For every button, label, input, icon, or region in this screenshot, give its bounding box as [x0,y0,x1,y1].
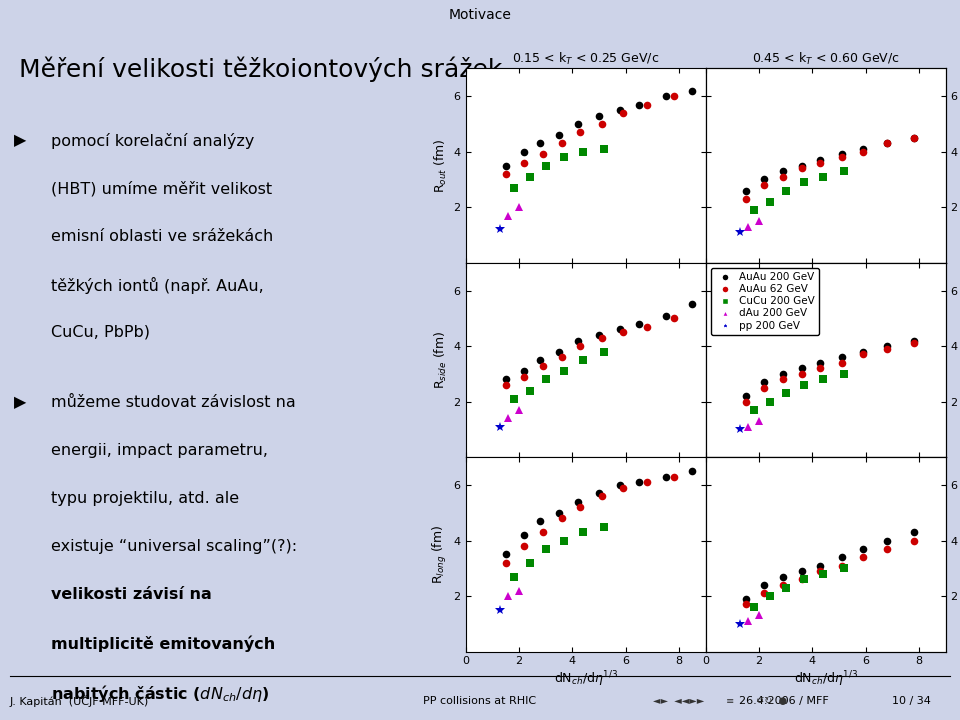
X-axis label: dN$_{ch}$/d$\eta^{1/3}$: dN$_{ch}$/d$\eta^{1/3}$ [794,669,857,689]
Y-axis label: R$_{long}$ (fm): R$_{long}$ (fm) [431,525,449,584]
Text: multiplicitě emitovaných: multiplicitě emitovaných [51,635,276,652]
X-axis label: dN$_{ch}$/d$\eta^{1/3}$: dN$_{ch}$/d$\eta^{1/3}$ [554,669,617,689]
Y-axis label: R$_{side}$ (fm): R$_{side}$ (fm) [433,330,449,390]
Y-axis label: R$_{out}$ (fm): R$_{out}$ (fm) [433,138,449,193]
Text: Měření velikosti těžkoiontových srážek: Měření velikosti těžkoiontových srážek [19,57,502,82]
Text: Motivace: Motivace [448,8,512,22]
Text: typu projektilu, atd. ale: typu projektilu, atd. ale [51,491,239,506]
Text: pomocí korelační analýzy: pomocí korelační analýzy [51,132,254,149]
Text: ▶: ▶ [13,395,26,410]
Text: emisní oblasti ve srážekách: emisní oblasti ve srážekách [51,229,274,244]
Text: můžeme studovat závislost na: můžeme studovat závislost na [51,395,296,410]
Text: (HBT) umíme měřit velikost: (HBT) umíme měřit velikost [51,181,272,197]
Title: 0.45 < k$_T$ < 0.60 GeV/c: 0.45 < k$_T$ < 0.60 GeV/c [752,51,900,67]
Text: J. Kapitán  (ÚČJF MFF-UK): J. Kapitán (ÚČJF MFF-UK) [10,695,149,707]
Text: ▶: ▶ [13,132,26,148]
Legend: AuAu 200 GeV, AuAu 62 GeV, CuCu 200 GeV, dAu 200 GeV, pp 200 GeV: AuAu 200 GeV, AuAu 62 GeV, CuCu 200 GeV,… [710,268,819,335]
Text: energii, impact parametru,: energii, impact parametru, [51,443,268,458]
Text: PP collisions at RHIC: PP collisions at RHIC [423,696,537,706]
Text: 10 / 34: 10 / 34 [893,696,931,706]
Text: velikosti závisí na: velikosti závisí na [51,587,211,602]
Text: nabitých částic ($dN_{ch}/d\eta$): nabitých částic ($dN_{ch}/d\eta$) [51,683,269,704]
Text: ◄►  ◄◄►►       ≡       ↺↻  ●: ◄► ◄◄►► ≡ ↺↻ ● [653,696,787,706]
Text: 26.4.2006 / MFF: 26.4.2006 / MFF [739,696,828,706]
Text: CuCu, PbPb): CuCu, PbPb) [51,325,150,340]
Title: 0.15 < k$_T$ < 0.25 GeV/c: 0.15 < k$_T$ < 0.25 GeV/c [512,51,660,67]
Text: existuje “universal scaling”(?):: existuje “universal scaling”(?): [51,539,297,554]
Text: těžkých iontů (např. AuAu,: těžkých iontů (např. AuAu, [51,277,264,294]
Y-axis label: R$_{long}$ (fm): R$_{long}$ (fm) [958,528,960,581]
